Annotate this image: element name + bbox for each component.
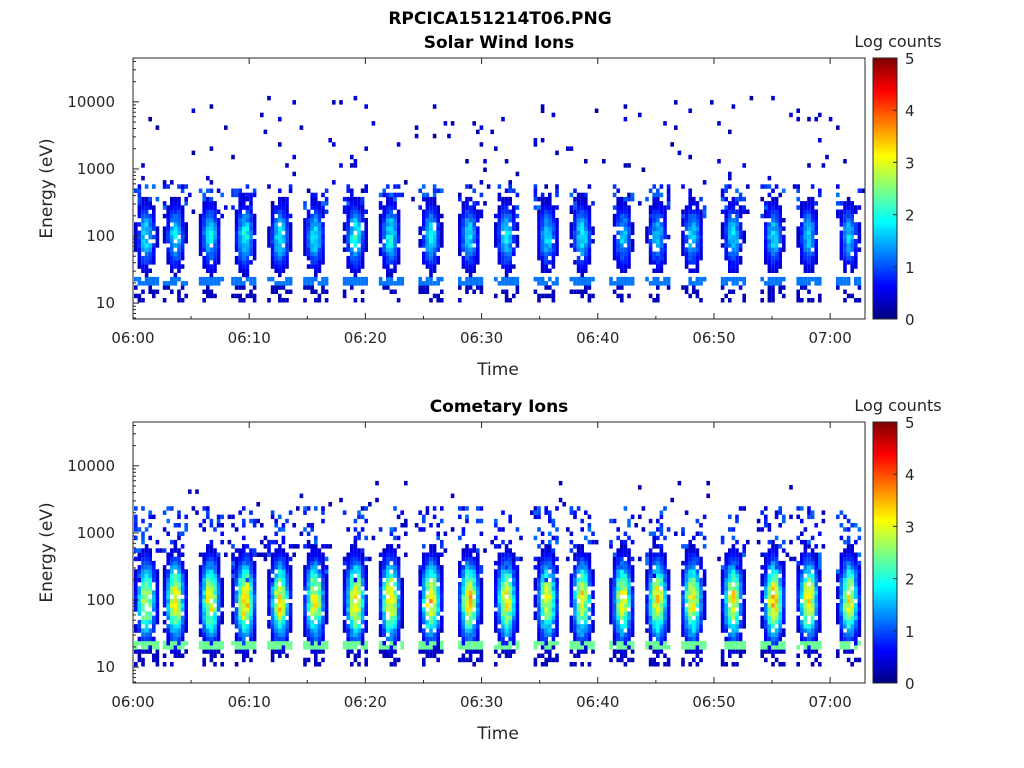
plot-frame — [132, 421, 866, 684]
y-tick-label: 1000 — [77, 160, 115, 178]
x-tick-label: 06:50 — [692, 693, 735, 711]
colorbar-tick-label: 5 — [905, 414, 915, 432]
colorbar-tick-label: 1 — [905, 623, 915, 641]
y-tick-label: 10 — [96, 658, 115, 676]
heatmap-cells — [134, 95, 865, 303]
heatmap-cells — [134, 480, 862, 667]
y-tick-label: 100 — [86, 591, 115, 609]
x-axis-label: Time — [476, 724, 519, 744]
plot-frame — [132, 57, 866, 320]
colorbar-tick-label: 0 — [905, 675, 915, 693]
colorbar-tick-label: 5 — [905, 50, 915, 68]
colorbar-tick-label: 3 — [905, 518, 915, 536]
colorbar-tick-label: 2 — [905, 571, 915, 589]
colorbar-tick-label: 1 — [905, 259, 915, 277]
colorbar-tick-label: 2 — [905, 207, 915, 225]
colorbar-label: Log counts — [854, 32, 941, 51]
y-tick-label: 10 — [96, 294, 115, 312]
colorbar-tick-label: 4 — [905, 466, 915, 484]
x-tick-label: 07:00 — [809, 329, 852, 347]
x-axis-label: Time — [476, 360, 519, 380]
x-tick-label: 06:30 — [460, 329, 503, 347]
panel-title: Solar Wind Ions — [424, 33, 575, 53]
x-tick-label: 06:10 — [228, 329, 271, 347]
x-tick-label: 06:00 — [111, 329, 154, 347]
y-axis-label: Energy (eV) — [37, 502, 57, 602]
colorbar-label: Log counts — [854, 396, 941, 415]
colorbar-frame — [872, 57, 898, 320]
panel-solar-wind-ions: Solar Wind Ions 06:00 06:10 06:20 06:30 06:40… — [37, 32, 942, 380]
y-axis-label: Energy (eV) — [37, 138, 57, 238]
colorbar-tick-label: 4 — [905, 102, 915, 120]
x-tick-label: 06:50 — [692, 329, 735, 347]
y-tick-label: 10000 — [67, 93, 115, 111]
x-tick-label: 06:00 — [111, 693, 154, 711]
panel-title: Cometary Ions — [430, 397, 569, 417]
colorbar-tick-label: 3 — [905, 154, 915, 172]
colorbar-tick-label: 0 — [905, 311, 915, 329]
x-tick-label: 06:20 — [344, 693, 387, 711]
x-tick-label: 06:30 — [460, 693, 503, 711]
y-tick-label: 100 — [86, 227, 115, 245]
x-tick-label: 07:00 — [809, 693, 852, 711]
x-tick-label: 06:40 — [576, 693, 619, 711]
x-tick-label: 06:10 — [228, 693, 271, 711]
x-tick-label: 06:40 — [576, 329, 619, 347]
y-tick-label: 1000 — [77, 524, 115, 542]
panel-cometary-ions: Cometary Ions 06:00 06:10 06:20 06:30 06:40 06… — [37, 396, 942, 744]
y-tick-label: 10000 — [67, 457, 115, 475]
figure-title: RPCICA151214T06.PNG — [388, 9, 611, 29]
x-tick-label: 06:20 — [344, 329, 387, 347]
colorbar-frame — [872, 421, 898, 684]
